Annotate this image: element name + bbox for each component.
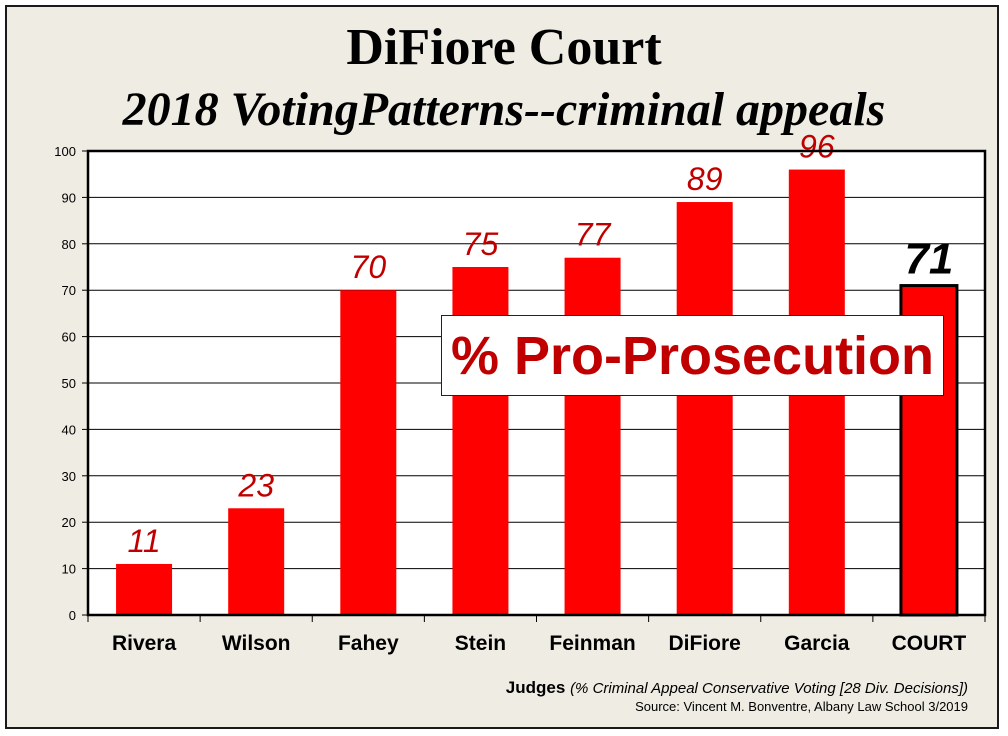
plot-border [86, 149, 987, 617]
y-tick-label: 10 [62, 562, 76, 577]
pro-prosecution-callout: % Pro-Prosecution [441, 315, 944, 396]
x-axis-label: Judges [505, 678, 566, 697]
y-tick-label: 20 [62, 515, 76, 530]
bar [564, 257, 621, 615]
bar [340, 290, 397, 615]
y-tick-label: 60 [62, 330, 76, 345]
data-label: 96 [799, 129, 835, 165]
data-label: 89 [687, 161, 723, 197]
chart-subtitle: 2018 VotingPatterns--criminal appeals [122, 83, 886, 136]
x-category-label: Wilson [222, 632, 291, 655]
data-label: 11 [127, 523, 160, 559]
data-label: 23 [237, 467, 274, 503]
data-label: 70 [351, 249, 387, 285]
source-note: Source: Vincent M. Bonventre, Albany Law… [635, 699, 968, 714]
y-tick-label: 30 [62, 469, 76, 484]
x-category-label: DiFiore [669, 632, 741, 655]
bar [676, 202, 733, 616]
axis-note: (% Criminal Appeal Conservative Voting [… [570, 680, 968, 697]
bar [228, 508, 285, 615]
y-tick-label: 100 [54, 144, 76, 159]
x-category-label: Fahey [338, 632, 399, 655]
y-tick-label: 80 [62, 237, 76, 252]
y-tick-label: 50 [62, 376, 76, 391]
x-category-label: Feinman [549, 632, 635, 655]
x-category-label: Stein [455, 632, 506, 655]
x-category-label: Garcia [784, 632, 850, 655]
x-axis-caption: Judges (% Criminal Appeal Conservative V… [506, 678, 968, 698]
data-label: 75 [463, 226, 499, 262]
chart-title: DiFiore Court [346, 19, 662, 76]
y-tick-label: 0 [69, 608, 76, 623]
bar [116, 563, 173, 615]
data-label: 77 [575, 217, 612, 253]
y-tick-label: 40 [62, 422, 76, 437]
y-tick-label: 90 [62, 190, 76, 205]
x-category-label: Rivera [112, 632, 177, 655]
x-category-label: COURT [892, 632, 967, 655]
data-label: 71 [904, 235, 953, 284]
y-tick-label: 70 [62, 283, 76, 298]
